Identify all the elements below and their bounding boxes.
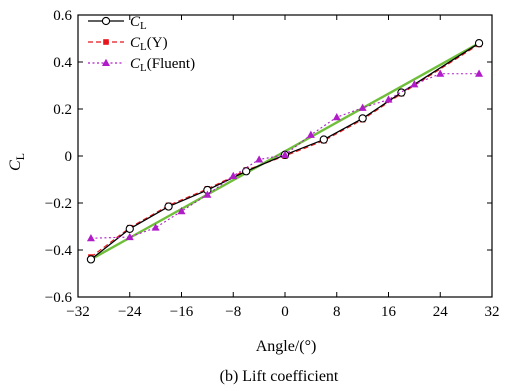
y-label-sub: L — [13, 153, 27, 160]
data-point-triangle — [125, 232, 134, 241]
y-tick-label: −0.2 — [45, 196, 72, 212]
data-point-triangle — [410, 80, 419, 88]
data-point-triangle — [255, 155, 264, 163]
y-axis-ticks: 0.6 0.4 0.2 0 −0.2 −0.4 −0.6 — [45, 8, 492, 306]
y-tick-label: −0.4 — [45, 243, 73, 259]
y-label-main: C — [7, 160, 24, 171]
y-tick-label: 0.4 — [53, 55, 72, 71]
data-point-circle — [358, 114, 367, 123]
data-point-circle — [319, 135, 328, 144]
y-axis-label: CL — [7, 153, 27, 171]
data-point-square — [103, 39, 109, 45]
x-axis-label: Angle/(°) — [256, 338, 317, 355]
legend-label: CL — [130, 14, 147, 32]
data-point-triangle — [229, 171, 238, 179]
y-tick-label: 0 — [65, 149, 73, 165]
data-point-triangle — [151, 223, 160, 231]
legend-entry: CL(Y) — [88, 35, 168, 53]
data-point-triangle — [102, 58, 110, 66]
x-tick-label: 16 — [381, 304, 397, 320]
data-point-circle — [164, 202, 173, 211]
data-point-circle — [86, 255, 96, 264]
data-point-circle — [397, 88, 406, 97]
y-tick-label: 0.6 — [53, 8, 72, 24]
series-cl-fluent — [86, 69, 484, 242]
data-point-triangle — [203, 190, 212, 198]
figure-caption: (b) Lift coefficient — [220, 368, 339, 385]
x-tick-label: −16 — [170, 304, 194, 320]
legend-entry: CL — [88, 14, 147, 32]
x-tick-label: 0 — [281, 304, 289, 320]
data-point-triangle — [281, 150, 289, 158]
x-tick-label: 32 — [485, 304, 500, 320]
data-point-triangle — [358, 103, 367, 111]
series-layer — [86, 39, 484, 264]
legend: CL CL(Y) CL(Fluent) — [88, 14, 195, 74]
data-point-circle — [125, 224, 134, 233]
legend-label: CL(Fluent) — [130, 56, 195, 74]
data-point-circle — [474, 39, 484, 48]
x-tick-label: 24 — [433, 304, 449, 320]
y-tick-label: −0.6 — [45, 290, 73, 306]
data-point-triangle — [306, 130, 315, 138]
x-axis-ticks: −32 −24 −16 −8 0 8 16 24 32 — [66, 15, 500, 320]
x-tick-label: −32 — [66, 304, 89, 320]
legend-label: CL(Y) — [130, 35, 168, 53]
data-point-triangle — [475, 69, 484, 77]
legend-entry: CL(Fluent) — [88, 56, 195, 74]
data-point-triangle — [332, 113, 341, 121]
x-tick-label: −8 — [225, 304, 241, 320]
data-point-triangle — [436, 69, 445, 77]
series-cl — [86, 39, 484, 264]
data-point-triangle — [86, 234, 95, 242]
data-point-circle — [101, 16, 111, 26]
x-tick-label: 8 — [333, 304, 341, 320]
series-line — [90, 42, 480, 260]
series-line — [90, 43, 480, 258]
y-tick-label: 0.2 — [53, 102, 72, 118]
data-point-triangle — [177, 207, 186, 215]
data-point-triangle — [384, 95, 393, 103]
x-tick-label: −24 — [118, 304, 142, 320]
